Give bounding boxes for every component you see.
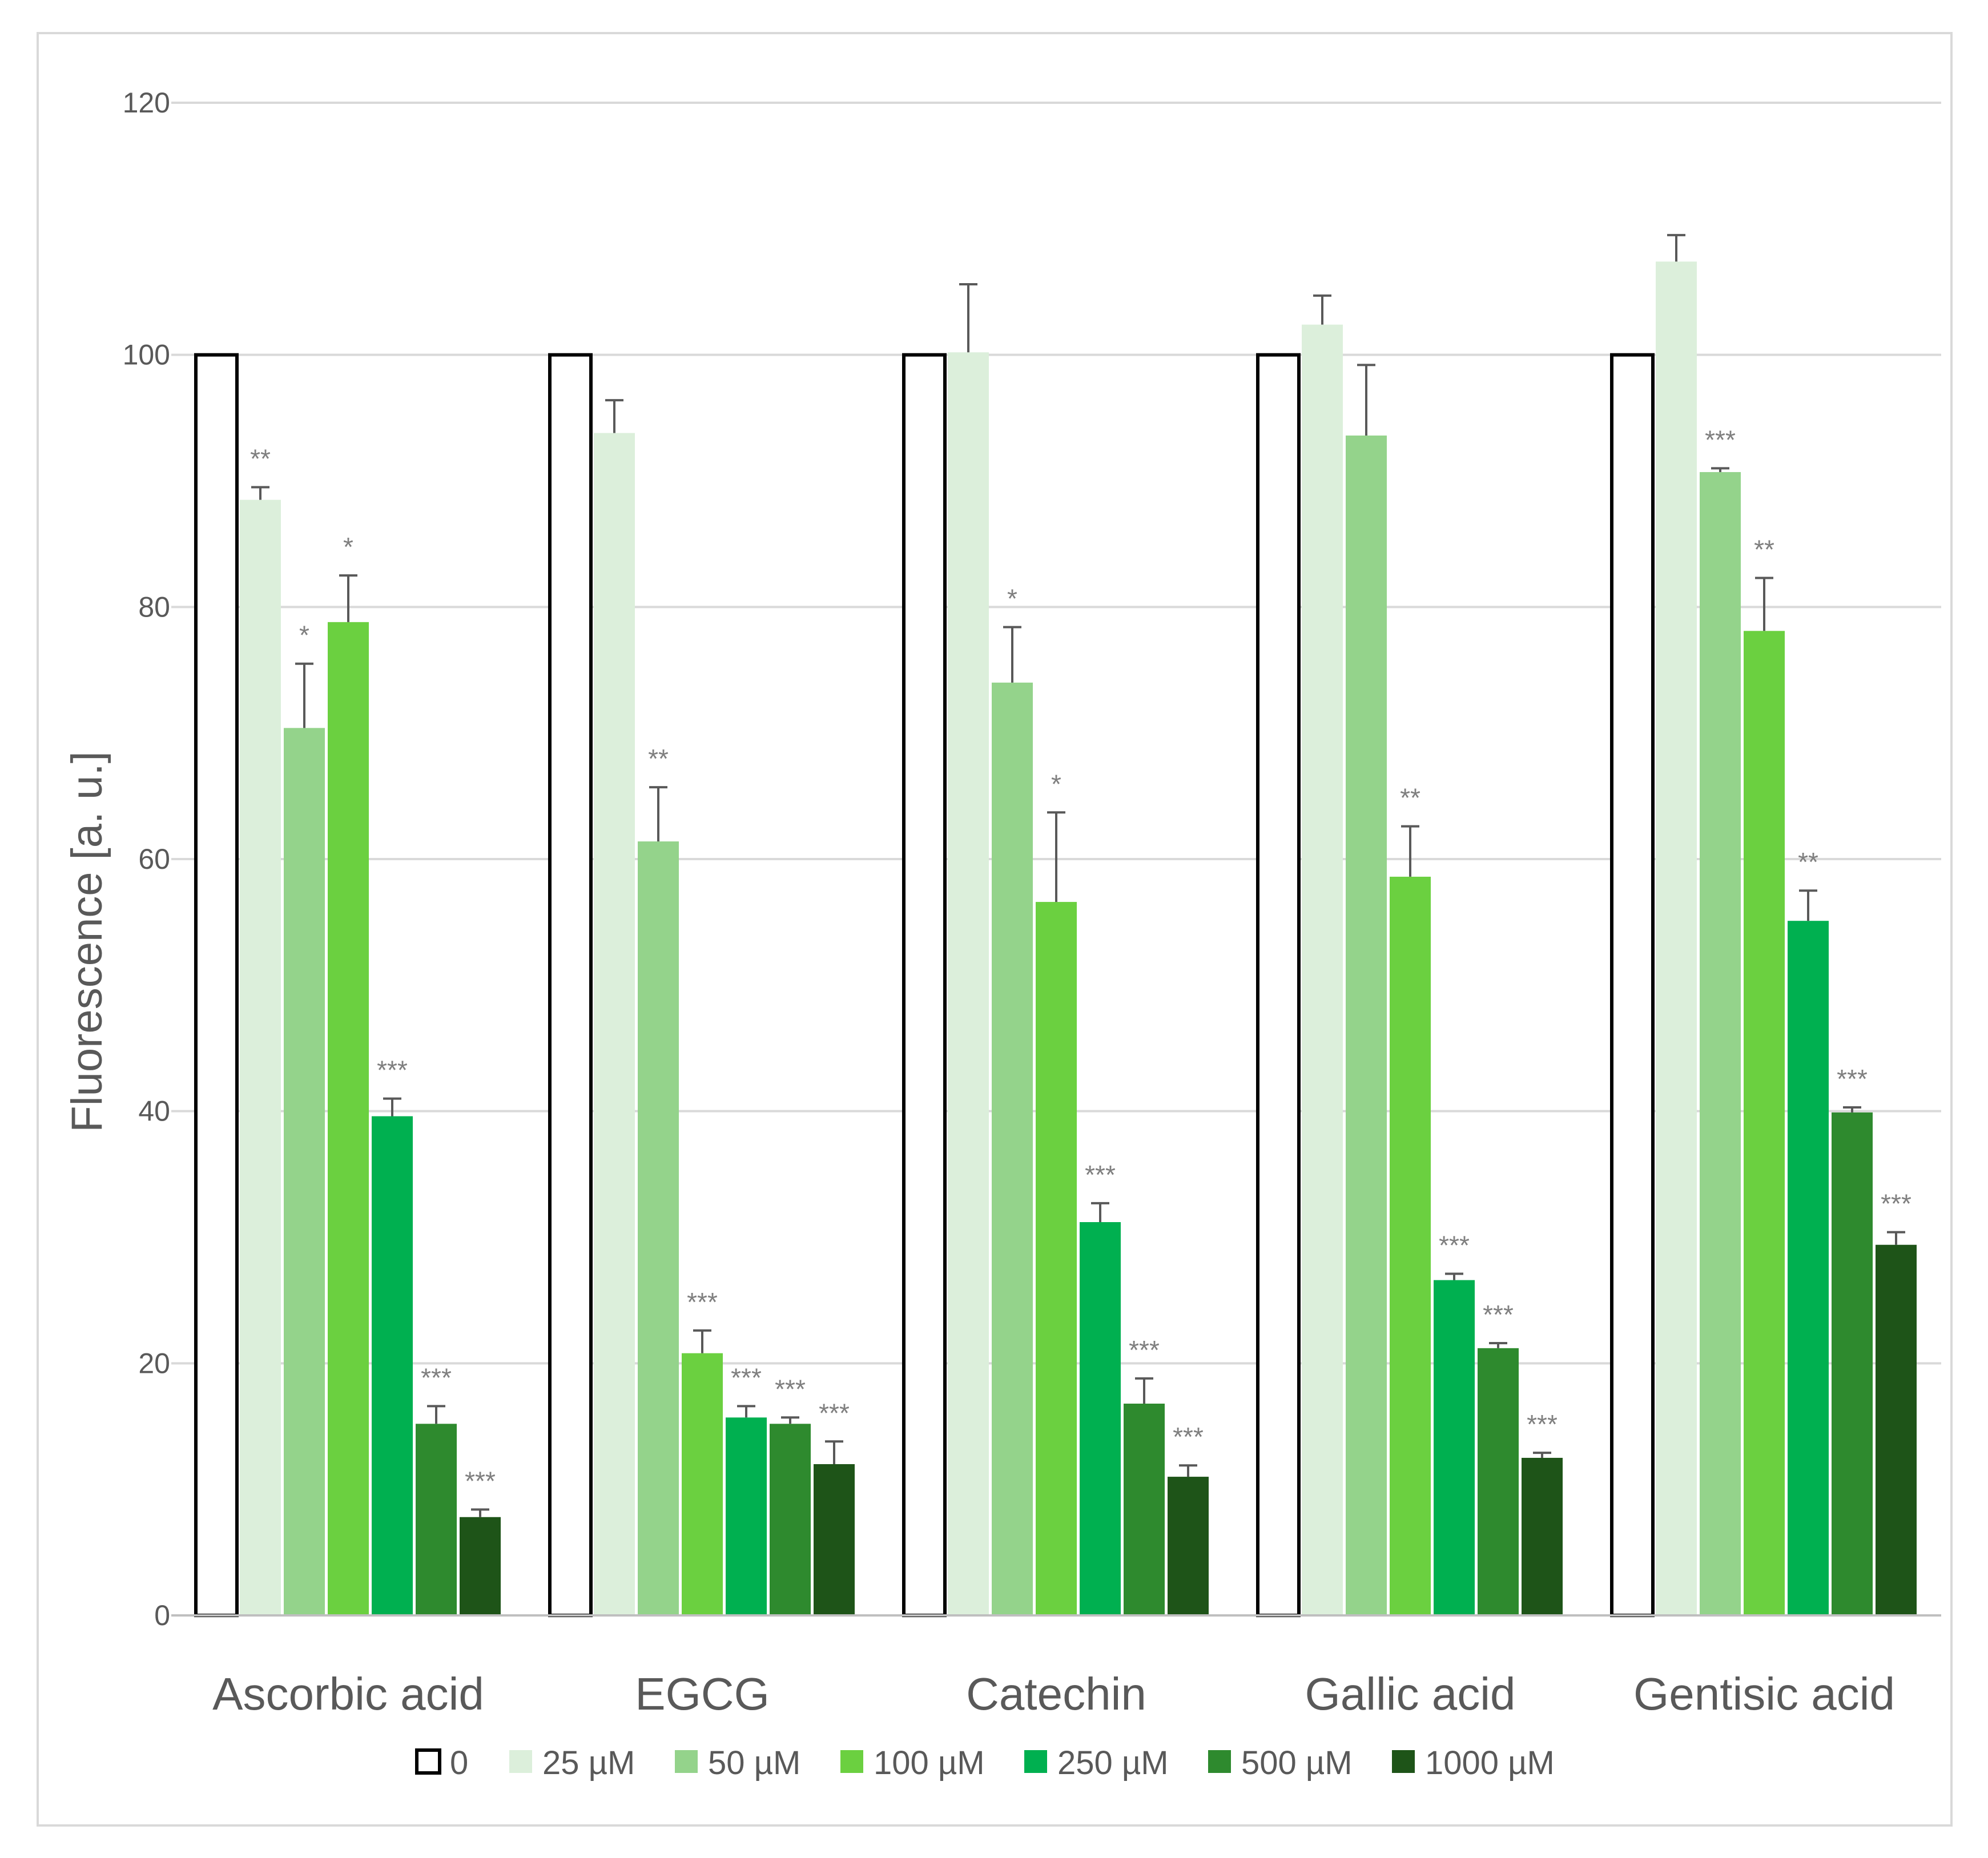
bar — [1744, 631, 1785, 1615]
bar — [1478, 1348, 1519, 1615]
error-bars — [251, 233, 1905, 1517]
axes: 0 20 40 60 80 100 120 Ascorbic acid EGCG Catechin… — [123, 87, 1941, 1719]
bar — [1168, 1477, 1209, 1615]
significance-label: ** — [1400, 783, 1420, 813]
significance-label: ** — [1754, 535, 1774, 565]
bar — [1036, 902, 1077, 1615]
significance-label: *** — [1837, 1064, 1868, 1094]
bar — [682, 1353, 723, 1615]
bar — [1080, 1222, 1121, 1615]
significance-labels: ********************* *******************… — [250, 425, 1911, 1496]
y-tick-label: 80 — [138, 591, 170, 623]
significance-label: *** — [1173, 1422, 1204, 1452]
significance-label: *** — [465, 1466, 496, 1496]
legend-swatch — [1208, 1750, 1231, 1773]
legend-swatch — [1024, 1750, 1047, 1773]
bar — [416, 1424, 457, 1615]
y-tick-label: 60 — [138, 843, 170, 875]
x-category-label: Gallic acid — [1305, 1668, 1515, 1719]
significance-label: *** — [1483, 1300, 1514, 1329]
bar — [1610, 353, 1655, 1617]
significance-label: * — [343, 532, 353, 562]
legend: 0 25 µM 50 µM 100 µM 250 µM 500 µM 1000 µM — [415, 1744, 1555, 1782]
bar — [284, 728, 325, 1615]
legend-label: 50 µM — [708, 1744, 800, 1782]
bar — [1124, 1404, 1165, 1615]
bar — [460, 1517, 501, 1615]
bar — [1832, 1112, 1873, 1615]
bar — [1390, 876, 1431, 1615]
bar — [1876, 1244, 1917, 1615]
bar — [1302, 324, 1343, 1615]
y-tick-label: 120 — [123, 87, 170, 119]
bar — [814, 1464, 855, 1615]
bar — [1700, 472, 1741, 1615]
significance-label: *** — [731, 1363, 762, 1392]
legend-label: 0 — [450, 1744, 468, 1782]
bar — [638, 841, 679, 1615]
bar — [372, 1116, 413, 1615]
bar — [726, 1417, 767, 1615]
bar — [992, 682, 1033, 1615]
y-axis-label: Fluorescence [a. u.] — [63, 751, 111, 1132]
significance-label: *** — [421, 1363, 452, 1392]
significance-label: *** — [687, 1287, 718, 1317]
bar — [1788, 921, 1829, 1615]
bar — [1256, 353, 1301, 1617]
x-category-label: Catechin — [966, 1668, 1146, 1719]
legend-swatch — [840, 1750, 863, 1773]
bar — [902, 353, 947, 1617]
legend-label: 250 µM — [1057, 1744, 1169, 1782]
bar — [1346, 436, 1387, 1615]
significance-label: *** — [819, 1398, 850, 1428]
legend-swatch — [1392, 1750, 1415, 1773]
y-tick-label: 40 — [138, 1095, 170, 1127]
bar — [594, 433, 635, 1616]
significance-label: *** — [377, 1055, 408, 1085]
y-tick-label: 20 — [138, 1347, 170, 1379]
significance-label: *** — [1439, 1231, 1470, 1260]
significance-label: *** — [1705, 425, 1736, 454]
legend-label: 100 µM — [874, 1744, 985, 1782]
significance-label: ** — [1798, 847, 1818, 877]
significance-label: *** — [775, 1374, 806, 1404]
significance-label: ** — [648, 744, 669, 773]
significance-label: * — [1051, 769, 1061, 799]
significance-label: *** — [1085, 1160, 1116, 1190]
significance-label: *** — [1881, 1189, 1911, 1219]
bar — [548, 353, 593, 1617]
significance-label: * — [299, 620, 309, 650]
bar — [1522, 1457, 1563, 1615]
significance-label: ** — [250, 444, 271, 474]
bar — [328, 622, 369, 1615]
y-tick-label: 100 — [123, 339, 170, 371]
bar — [1656, 261, 1697, 1615]
y-tick-label: 0 — [154, 1599, 170, 1631]
significance-label: * — [1007, 584, 1017, 614]
bar — [1434, 1280, 1475, 1615]
x-category-label: Gentisic acid — [1633, 1668, 1895, 1719]
x-category-label: EGCG — [635, 1668, 770, 1719]
legend-swatch — [415, 1748, 441, 1775]
legend-label: 500 µM — [1241, 1744, 1353, 1782]
legend-swatch — [675, 1750, 698, 1773]
bar — [770, 1424, 811, 1615]
legend-label: 1000 µM — [1425, 1744, 1555, 1782]
legend-swatch — [509, 1750, 532, 1773]
bar — [948, 352, 989, 1615]
bar — [240, 499, 281, 1615]
significance-label: *** — [1129, 1335, 1160, 1365]
legend-label: 25 µM — [542, 1744, 635, 1782]
bar — [194, 353, 239, 1617]
significance-label: *** — [1527, 1409, 1558, 1439]
bars — [194, 261, 1917, 1617]
x-category-label: Ascorbic acid — [212, 1668, 484, 1719]
